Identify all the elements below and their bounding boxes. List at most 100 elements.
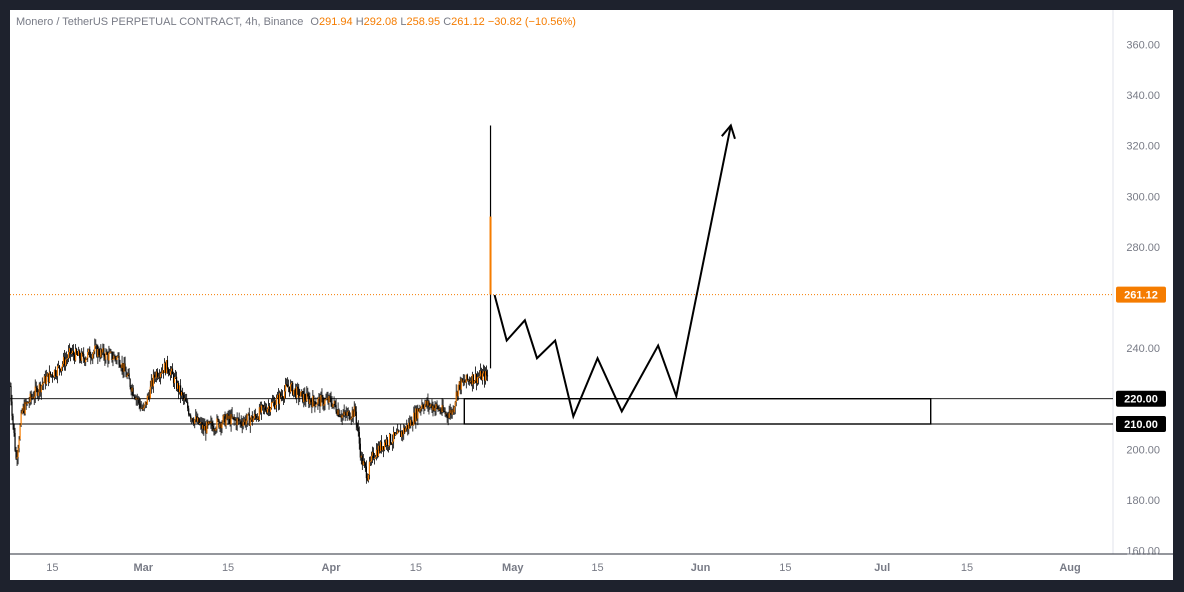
candle-body <box>218 419 220 428</box>
candle-body <box>415 408 417 422</box>
time-tick-label: 15 <box>222 562 234 574</box>
candle-body <box>30 393 32 399</box>
candle-body <box>35 386 37 388</box>
candle-body <box>357 427 359 432</box>
candle-body <box>401 431 403 437</box>
candle-body <box>395 433 397 436</box>
candle-body <box>361 455 363 466</box>
candle-body <box>169 371 172 376</box>
candle-body <box>134 396 136 400</box>
candle-body <box>117 355 119 357</box>
candle-body <box>440 411 442 413</box>
candle-body <box>380 441 383 451</box>
candle-body <box>292 382 294 395</box>
candle-body <box>53 370 56 378</box>
candle-body <box>59 368 62 372</box>
candle-body <box>244 419 246 425</box>
candle-body <box>69 348 72 354</box>
candle-body <box>263 406 266 408</box>
candle-body <box>87 352 89 358</box>
candle-body <box>327 397 329 403</box>
price-tick-label: 240.00 <box>1126 343 1160 355</box>
candle-body <box>184 398 186 400</box>
price-tick-label: 180.00 <box>1126 495 1160 507</box>
candle-body <box>165 360 168 374</box>
candle-body <box>382 446 385 450</box>
candle-body <box>441 405 443 413</box>
candle-body <box>394 432 396 436</box>
candle-body <box>170 368 173 372</box>
projection-arrowhead <box>721 123 736 140</box>
candle-body <box>351 410 353 418</box>
candle-body <box>81 352 83 361</box>
candle-body <box>65 358 68 360</box>
time-tick-label: Mar <box>133 562 153 574</box>
candle-body <box>136 397 138 400</box>
candle-body <box>78 350 80 356</box>
candle-body <box>332 403 334 408</box>
candle-body <box>104 356 106 360</box>
candle-body <box>273 401 276 409</box>
candle-body <box>57 365 60 367</box>
candle-body <box>446 413 448 417</box>
candle-body <box>373 458 376 460</box>
price-chart[interactable]: 160.00180.00200.00220.00240.00260.00280.… <box>10 10 1173 580</box>
candle-body <box>42 382 44 385</box>
projection-path[interactable] <box>493 125 732 420</box>
candle-body <box>180 385 182 396</box>
candle-body <box>256 417 258 419</box>
candle-body <box>268 406 271 412</box>
candle-body <box>305 399 307 402</box>
candle-body <box>346 412 348 416</box>
candle-body <box>318 397 320 399</box>
level-price-label: 220.00 <box>1124 394 1158 406</box>
last-price-badge <box>1116 286 1166 303</box>
candle-body <box>424 404 426 410</box>
candle-body <box>355 411 357 424</box>
candle-body <box>303 394 305 403</box>
candle-body <box>234 419 236 420</box>
low-value: 258.95 <box>406 16 441 28</box>
candle-body <box>367 474 369 481</box>
candle-body <box>164 363 167 374</box>
candle-body <box>61 364 64 368</box>
candle-body <box>279 393 282 397</box>
candle-body <box>421 404 423 409</box>
candle-body <box>156 371 158 378</box>
candle-body <box>183 394 185 399</box>
candle-body <box>250 415 252 420</box>
candle-body <box>278 393 281 404</box>
candle-body <box>476 377 479 383</box>
candle-body <box>19 425 21 440</box>
candle-body <box>152 374 154 387</box>
candle-body <box>231 414 233 418</box>
candle-body <box>296 386 298 398</box>
candle-body <box>141 407 143 410</box>
time-tick-label: Jun <box>691 562 711 574</box>
candle-body <box>312 396 314 407</box>
candle-body <box>137 398 139 400</box>
candle-body <box>84 358 86 363</box>
candle-body <box>304 394 306 400</box>
candle-body <box>210 421 212 423</box>
demand-zone-box[interactable] <box>463 398 932 425</box>
candle-body <box>358 431 360 444</box>
candle-body <box>162 370 165 373</box>
candle-body <box>388 434 391 446</box>
candle-body <box>393 432 395 442</box>
candle-body <box>190 415 192 419</box>
candle-body <box>161 370 164 373</box>
candle-body <box>313 396 315 402</box>
candle-body <box>387 445 390 447</box>
candle-body <box>63 356 66 366</box>
candle-body <box>442 405 444 411</box>
candle-body <box>127 373 129 376</box>
candle-body <box>246 414 248 421</box>
candle-body <box>354 406 356 412</box>
candle-body <box>26 402 28 405</box>
candle-body <box>400 431 402 437</box>
candle-body <box>459 381 461 390</box>
candle-body <box>356 423 358 428</box>
close-value: 261.12 <box>451 16 485 28</box>
candle-body <box>129 379 131 387</box>
